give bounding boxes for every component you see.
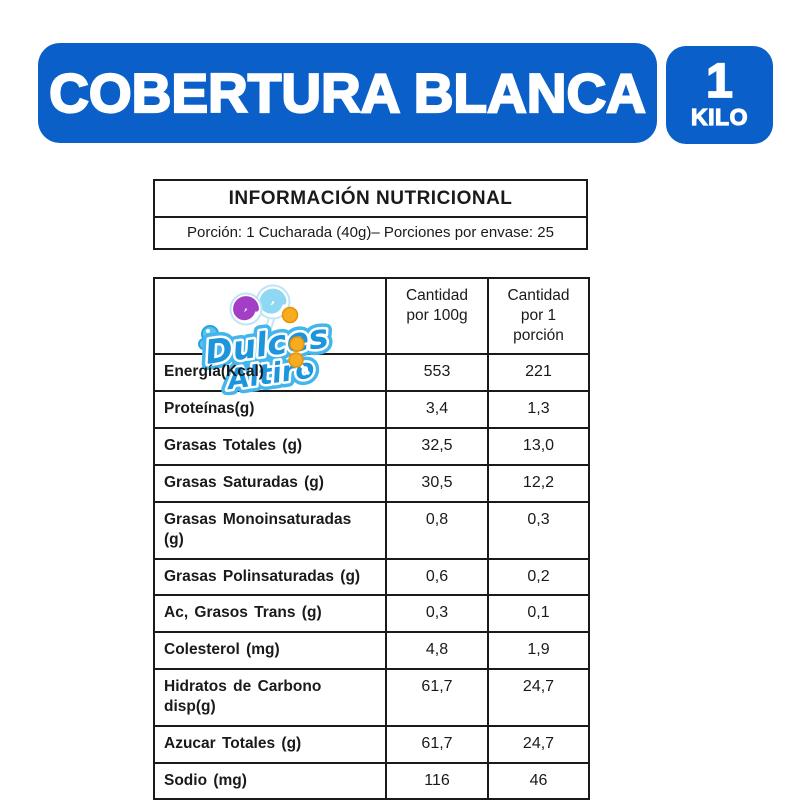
nutrient-label: Grasas Monoinsaturadas (g) — [153, 500, 387, 560]
nutrient-value-per-portion: 0,1 — [487, 594, 590, 634]
nutrition-info-title: INFORMACIÓN NUTRICIONAL — [155, 181, 586, 218]
product-banner: COBERTURA BLANCA — [38, 43, 657, 143]
nutrient-label: Sodio (mg) — [153, 761, 387, 800]
nutrient-label: Proteínas(g) — [153, 390, 387, 430]
table-row: Grasas Saturadas (g) 30,5 12,2 — [153, 463, 590, 503]
lollipop-purple-icon — [229, 292, 263, 326]
nutrient-value-per-portion: 0,2 — [487, 557, 590, 597]
table-row: Proteínas(g) 3,4 1,3 — [153, 390, 590, 430]
portion-info: Porción: 1 Cucharada (40g)– Porciones po… — [187, 224, 554, 241]
nutrient-value-per-100g: 61,7 — [385, 667, 489, 727]
nutrient-value-per-100g: 553 — [385, 353, 489, 393]
nutrient-label: Energía(Kcal) — [153, 353, 387, 393]
nutrient-value-per-portion: 13,0 — [487, 427, 590, 466]
nutrition-table-wrapper: Cantidad por 100g Cantidad por 1 porción… — [153, 276, 590, 800]
product-title: COBERTURA BLANCA — [48, 61, 647, 125]
column-header-per-100g: Cantidad por 100g — [385, 276, 489, 356]
candy-cluster-icon — [198, 325, 230, 350]
nutrient-value-per-portion: 24,7 — [487, 667, 590, 727]
nutrient-value-per-100g: 116 — [385, 761, 489, 800]
kilo-badge: 1 KILO — [666, 46, 773, 144]
table-row: Grasas Totales (g) 32,5 13,0 — [153, 427, 590, 466]
kilo-badge-number: 1 — [705, 54, 733, 108]
table-row: Energía(Kcal) 553 221 — [153, 353, 590, 393]
nutrient-label: Azucar Totales (g) — [153, 724, 387, 764]
nutrient-value-per-portion: 1,3 — [487, 390, 590, 430]
nutrient-label: Grasas Totales (g) — [153, 427, 387, 466]
nutrient-value-per-100g: 32,5 — [385, 427, 489, 466]
nutrient-value-per-100g: 3,4 — [385, 390, 489, 430]
nutrient-label: Ac, Grasos Trans (g) — [153, 594, 387, 634]
nutrient-value-per-portion: 221 — [487, 353, 590, 393]
nutrient-value-per-100g: 30,5 — [385, 463, 489, 503]
nutrient-value-per-100g: 0,8 — [385, 500, 489, 560]
nutrient-value-per-portion: 0,3 — [487, 500, 590, 560]
table-row: Grasas Polinsaturadas (g) 0,6 0,2 — [153, 557, 590, 597]
table-row: Azucar Totales (g) 61,7 24,7 — [153, 724, 590, 764]
nutrient-value-per-portion: 12,2 — [487, 463, 590, 503]
nutrient-label: Colesterol (mg) — [153, 631, 387, 670]
nutrient-label: Grasas Saturadas (g) — [153, 463, 387, 503]
nutrient-value-per-portion: 1,9 — [487, 631, 590, 670]
kilo-badge-unit: KILO — [690, 104, 748, 131]
table-row: Colesterol (mg) 4,8 1,9 — [153, 631, 590, 670]
nutrient-value-per-portion: 46 — [487, 761, 590, 800]
nutrient-value-per-100g: 0,3 — [385, 594, 489, 634]
nutrient-label: Hidratos de Carbono disp(g) — [153, 667, 387, 727]
table-row: Ac, Grasos Trans (g) 0,3 0,1 — [153, 594, 590, 634]
nutrition-info-box: INFORMACIÓN NUTRICIONAL Porción: 1 Cucha… — [153, 179, 588, 250]
column-header-per-portion: Cantidad por 1 porción — [487, 276, 590, 356]
nutrient-label: Grasas Polinsaturadas (g) — [153, 557, 387, 597]
nutrient-value-per-100g: 61,7 — [385, 724, 489, 764]
table-row: Hidratos de Carbono disp(g) 61,7 24,7 — [153, 667, 590, 727]
nutrient-value-per-100g: 0,6 — [385, 557, 489, 597]
table-header-row: Cantidad por 100g Cantidad por 1 porción — [153, 276, 590, 356]
nutrient-value-per-portion: 24,7 — [487, 724, 590, 764]
table-row: Grasas Monoinsaturadas (g) 0,8 0,3 — [153, 500, 590, 560]
table-row: Sodio (mg) 116 46 — [153, 761, 590, 800]
lollipop-stick-icon — [259, 313, 276, 349]
nutrient-value-per-100g: 4,8 — [385, 631, 489, 670]
nutrition-table: Cantidad por 100g Cantidad por 1 porción… — [153, 276, 590, 800]
